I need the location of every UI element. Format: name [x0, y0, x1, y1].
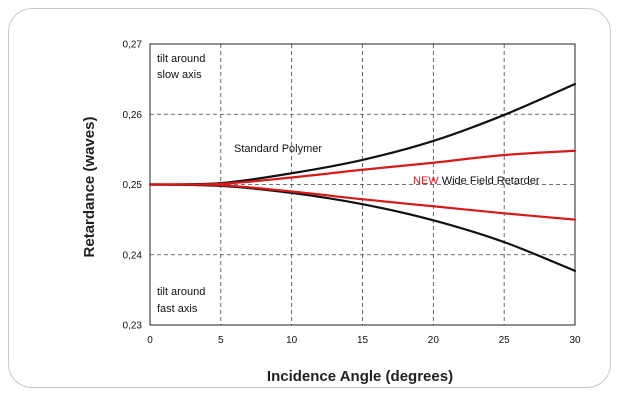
- annotation-tilt-slow-2: slow axis: [157, 69, 202, 81]
- x-tick-label: 5: [218, 335, 224, 346]
- x-axis-title: Incidence Angle (degrees): [267, 368, 453, 385]
- tick-labels: 0 5 10 15 20 25 30 0,23 0,24 0,25 0,26 0,27: [123, 40, 581, 347]
- y-tick-label: 0,27: [123, 40, 143, 51]
- annotation-new-word: NEW: [413, 175, 439, 187]
- y-tick-label: 0,25: [123, 180, 143, 191]
- annotation-tilt-fast-1: tilt around: [157, 286, 205, 298]
- series-lines: [148, 82, 577, 273]
- x-tick-label: 15: [357, 335, 369, 346]
- y-tick-label: 0,26: [123, 110, 143, 121]
- y-tick-label: 0,24: [123, 250, 143, 261]
- series-line-4: [148, 183, 577, 221]
- x-tick-label: 0: [147, 335, 153, 346]
- series-line-3: [148, 149, 577, 186]
- annotation-new-wide-field: NEW Wide Field Retarder: [413, 175, 540, 187]
- x-tick-label: 25: [499, 335, 511, 346]
- y-axis-title: Retardance (waves): [81, 117, 98, 258]
- annotation-tilt-slow-1: tilt around: [157, 53, 205, 65]
- annotation-standard-polymer: Standard Polymer: [234, 143, 322, 155]
- x-tick-label: 10: [286, 335, 298, 346]
- annotation-tilt-fast-2: fast axis: [157, 303, 198, 315]
- y-tick-label: 0,23: [123, 321, 143, 332]
- annotation-wide-field-retarder: Wide Field Retarder: [439, 175, 540, 187]
- x-tick-label: 30: [569, 335, 581, 346]
- x-tick-label: 20: [428, 335, 440, 346]
